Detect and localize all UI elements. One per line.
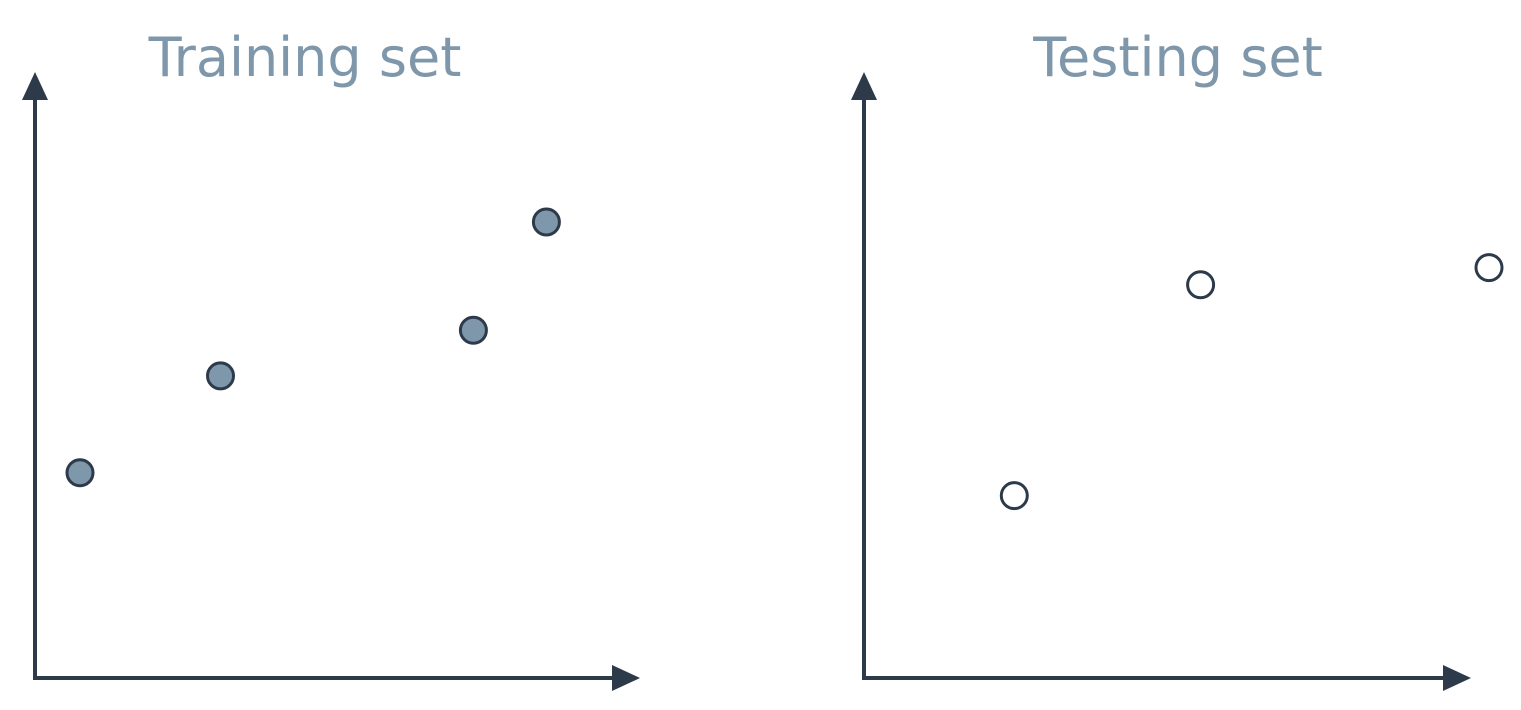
data-points-layer xyxy=(65,207,561,488)
chart-title-testing: Testing set xyxy=(1032,26,1323,89)
x-axis-arrowhead xyxy=(612,665,640,691)
y-axis-arrowhead xyxy=(851,72,877,100)
data-point-1 xyxy=(65,458,95,488)
x-axis-arrowhead xyxy=(1443,665,1471,691)
testing-set-panel: Testing set xyxy=(851,26,1504,691)
data-point-4 xyxy=(531,207,561,237)
data-points-layer xyxy=(999,253,1504,511)
data-point-2 xyxy=(206,361,235,391)
data-point-3 xyxy=(1474,253,1504,283)
data-point-2 xyxy=(1186,270,1216,300)
chart-title-training: Training set xyxy=(148,26,462,89)
data-point-3 xyxy=(458,315,488,345)
training-set-panel: Training set xyxy=(22,26,640,691)
y-axis-arrowhead xyxy=(22,72,48,100)
data-point-1 xyxy=(999,481,1029,511)
